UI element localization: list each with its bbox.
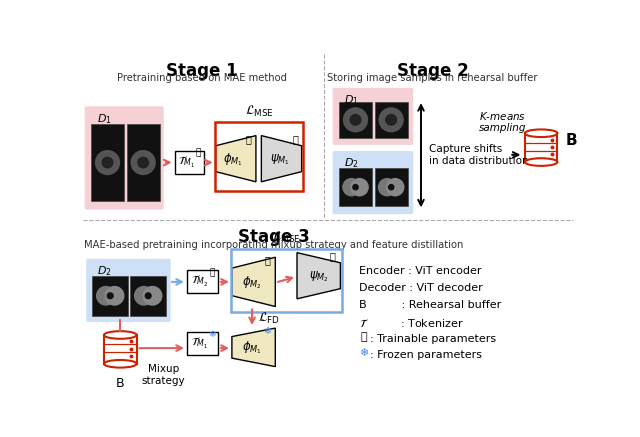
Text: ❄: ❄ [359,348,369,358]
Circle shape [388,184,394,191]
Text: 🔥: 🔥 [292,135,298,145]
Circle shape [96,286,116,305]
Text: $K$-means
sampling: $K$-means sampling [479,110,526,133]
Circle shape [378,178,397,197]
Ellipse shape [104,360,136,368]
Text: : Frozen parameters: : Frozen parameters [370,350,482,361]
Bar [127,124,160,201]
Circle shape [102,156,113,169]
Polygon shape [232,257,275,306]
Polygon shape [216,135,256,182]
Polygon shape [232,328,275,367]
Bar [525,133,557,162]
Text: $D_1$: $D_1$ [97,112,112,126]
Circle shape [342,178,361,197]
Bar [231,249,342,312]
Text: Capture shifts
in data distribution: Capture shifts in data distribution [429,144,529,166]
Circle shape [386,178,404,197]
Text: $\mathcal{T}_{M_1}$: $\mathcal{T}_{M_1}$ [191,336,209,351]
Bar [374,102,408,138]
Text: B          : Rehearsal buffer: B : Rehearsal buffer [359,300,501,310]
Circle shape [350,178,369,197]
Polygon shape [261,135,301,182]
Bar [91,124,124,201]
Text: Stage 3: Stage 3 [238,228,310,246]
Text: B: B [116,378,125,390]
Text: $\mathcal{T}_{M_2}$: $\mathcal{T}_{M_2}$ [191,274,209,289]
Circle shape [107,292,114,299]
FancyBboxPatch shape [333,88,413,145]
Circle shape [349,114,362,126]
Text: 🔥: 🔥 [330,251,335,261]
Bar [215,122,303,191]
Text: $\phi_{M_1}$: $\phi_{M_1}$ [242,339,262,356]
Circle shape [145,292,152,299]
Text: Pretraining based on MAE method: Pretraining based on MAE method [116,73,287,83]
Text: 🔥: 🔥 [196,149,201,158]
Text: Stage 1: Stage 1 [166,62,237,80]
Text: $\mathcal{T}_{M_1}$: $\mathcal{T}_{M_1}$ [179,155,196,170]
Bar [339,102,372,138]
Circle shape [131,150,156,175]
Circle shape [352,184,359,191]
Text: $\mathcal{T}$          : Tokenizer: $\mathcal{T}$ : Tokenizer [359,317,463,329]
Text: 🔥: 🔥 [246,135,252,145]
Text: ❄: ❄ [208,330,216,339]
Text: $D_1$: $D_1$ [344,93,358,107]
Text: Mixup
strategy: Mixup strategy [142,364,186,386]
Text: : Trainable parameters: : Trainable parameters [370,334,496,344]
Text: $\phi_{M_2}$: $\phi_{M_2}$ [242,274,262,291]
Text: Stage 2: Stage 2 [397,62,468,80]
Text: 🔥: 🔥 [264,255,271,265]
Text: ❄: ❄ [264,326,271,336]
Bar [175,151,204,174]
Bar [92,276,128,316]
Text: $\phi_{M_1}$: $\phi_{M_1}$ [223,151,243,168]
FancyBboxPatch shape [84,106,164,209]
Bar [339,168,372,206]
Polygon shape [297,253,340,299]
Circle shape [137,156,149,169]
Text: $\psi_{M_1}$: $\psi_{M_1}$ [270,152,290,167]
Circle shape [95,150,120,175]
Text: Decoder : ViT decoder: Decoder : ViT decoder [359,284,483,293]
Bar [187,332,218,355]
Bar [374,168,408,206]
FancyBboxPatch shape [86,259,171,322]
FancyBboxPatch shape [333,151,413,214]
Text: $\mathcal{L}_{\mathrm{FD}}$: $\mathcal{L}_{\mathrm{FD}}$ [259,311,280,326]
Text: $D_2$: $D_2$ [344,156,358,170]
Text: B: B [565,133,577,149]
Text: 🔥: 🔥 [209,268,214,277]
Ellipse shape [525,129,557,137]
Text: Encoder : ViT encoder: Encoder : ViT encoder [359,267,481,277]
Text: $\mathcal{L}_{\mathrm{MSE}}$: $\mathcal{L}_{\mathrm{MSE}}$ [244,104,273,119]
Circle shape [134,286,154,305]
Bar [187,271,218,294]
Circle shape [343,107,368,132]
Text: Storing image samples in rehearsal buffer: Storing image samples in rehearsal buffe… [328,73,538,83]
Bar [104,335,136,364]
Circle shape [143,286,163,305]
Ellipse shape [104,331,136,339]
Circle shape [104,286,125,305]
Text: $D_2$: $D_2$ [97,264,112,278]
Text: 🔥: 🔥 [360,332,367,342]
Ellipse shape [525,158,557,166]
Circle shape [378,107,404,132]
Text: $\psi_{M_2}$: $\psi_{M_2}$ [308,269,328,284]
Text: MAE-based pretraining incorporating mixup strategy and feature distillation: MAE-based pretraining incorporating mixu… [84,239,463,250]
Circle shape [385,114,397,126]
Bar [131,276,166,316]
Text: $\mathcal{L}_{\mathrm{MSE}}$: $\mathcal{L}_{\mathrm{MSE}}$ [272,230,301,245]
